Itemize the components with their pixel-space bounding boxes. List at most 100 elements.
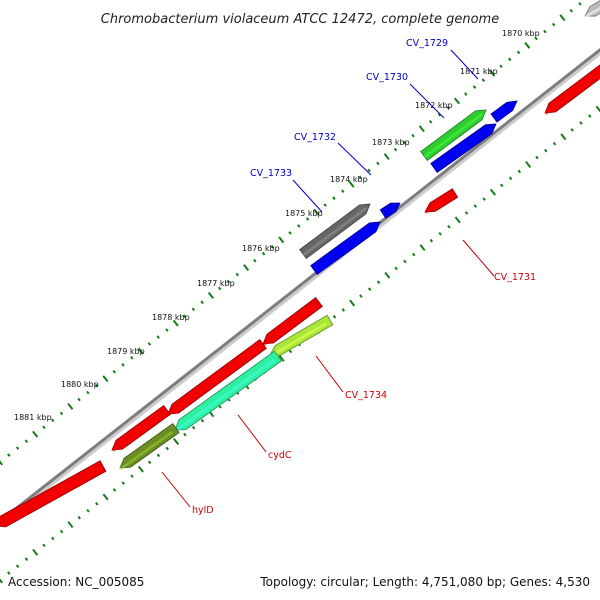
tick-mark [217,286,222,291]
gene-callouts: CV_1729 CV_1730 CV_1731 CV_1732 CV_1733 CV_17… [161,38,536,516]
tick-mark [288,231,292,235]
gene-arrow-hyld[interactable] [119,422,180,471]
tick-mark [473,204,478,208]
tick-mark [147,460,152,465]
tick-mark [182,314,187,318]
tick-mark [332,196,336,200]
tick-mark [32,548,39,556]
gene-arrow-cv1730[interactable] [430,123,497,174]
kbp-label: 1876 kbp [242,244,280,253]
tick-mark [261,251,266,256]
tick-mark [67,403,74,410]
gene-arrow-red-3[interactable] [111,404,171,453]
gene-arrow-blue-tiny[interactable] [379,202,401,219]
tick-mark [313,208,320,216]
gene-features [0,0,600,528]
gene-label-hyld[interactable]: hylD [192,505,214,516]
tick-mark [508,176,513,181]
tick-mark [525,161,532,168]
tick-mark [402,140,406,145]
tick-mark [359,294,363,298]
callout-line [161,471,191,508]
gene-arrow-cv1732[interactable] [310,221,381,276]
tick-mark [121,481,125,485]
tick-mark [15,446,20,450]
tick-mark [51,536,55,541]
callout-line [292,179,323,213]
tick-mark [481,78,486,82]
gene-label-cv1734[interactable]: CV_1734 [345,390,387,401]
tick-mark [595,105,600,113]
tick-mark [438,231,442,236]
tick-mark [51,418,55,423]
callout-line [315,355,344,393]
tick-mark [341,308,346,312]
tick-mark [94,383,99,388]
callout-line [409,83,445,119]
tick-mark [393,147,398,152]
tick-mark [516,50,521,55]
tick-mark [376,161,380,166]
tick-mark [288,349,293,354]
gene-label-cydc[interactable]: cydC [268,450,292,461]
tick-mark [183,432,187,437]
tick-mark [112,488,117,492]
tick-mark [544,148,548,153]
gene-label-cv1730[interactable]: CV_1730 [366,72,408,83]
gene-arrow-blue-small[interactable] [490,100,518,123]
callout-line [462,239,495,277]
tick-mark [428,120,433,124]
tick-mark [297,224,301,228]
gene-arrow-cydc[interactable] [174,350,283,433]
kbp-labels: 1870 kbp 1871 kbp 1872 kbp 1873 kbp 1874 kbp… [14,29,540,422]
gene-label-cv1733[interactable]: CV_1733 [250,168,292,179]
tick-mark [42,425,46,430]
accession-text: Accession: NC_005085 [8,575,144,589]
tick-mark [464,92,468,96]
tick-mark [543,29,547,34]
tick-mark [253,258,257,263]
tick-mark [348,180,355,188]
tick-mark [7,571,11,575]
gene-arrow-red-4[interactable] [0,460,107,528]
tick-mark [464,211,469,215]
tick-mark [489,69,496,77]
map-title: Chromobacterium violaceum ATCC 12472, co… [101,12,499,27]
kbp-label: 1877 kbp [197,279,235,288]
gene-label-cv1729[interactable]: CV_1729 [406,38,448,49]
gene-arrow-red-1[interactable] [262,297,323,346]
gene-arrow-cv1734[interactable] [269,314,334,358]
tick-mark [499,64,503,69]
gene-label-cv1732[interactable]: CV_1732 [294,132,336,143]
tick-mark [156,335,160,339]
tick-mark [403,259,407,264]
tick-mark [218,405,222,409]
tick-mark [86,390,90,395]
tick-mark [42,543,46,548]
tick-mark [7,453,11,457]
kbp-label: 1880 kbp [61,380,99,389]
tick-mark [453,97,461,105]
kbp-label: 1871 kbp [460,67,498,76]
tick-mark [102,375,109,383]
gene-arrow-cv1729[interactable] [420,109,487,161]
gene-label-cv1731[interactable]: CV_1731 [494,272,536,283]
gene-arrow-cv1731[interactable] [424,188,459,214]
gene-arrow-red-2[interactable] [167,339,267,416]
tick-mark [552,141,557,146]
kbp-label: 1878 kbp [152,313,190,322]
tick-mark [59,529,64,534]
tick-mark [588,114,592,118]
gene-arrow-cv1733[interactable] [299,203,371,259]
tick-mark [524,41,531,49]
gene-arrow-red-top[interactable] [544,64,600,115]
tick-mark [0,460,4,466]
tick-mark [551,22,556,27]
gene-arrow-grey-edge[interactable] [584,0,600,19]
tick-mark [172,319,179,327]
tick-mark [384,271,391,279]
tick-mark [278,354,285,362]
tick-mark [358,175,363,180]
tick-mark [278,236,285,244]
